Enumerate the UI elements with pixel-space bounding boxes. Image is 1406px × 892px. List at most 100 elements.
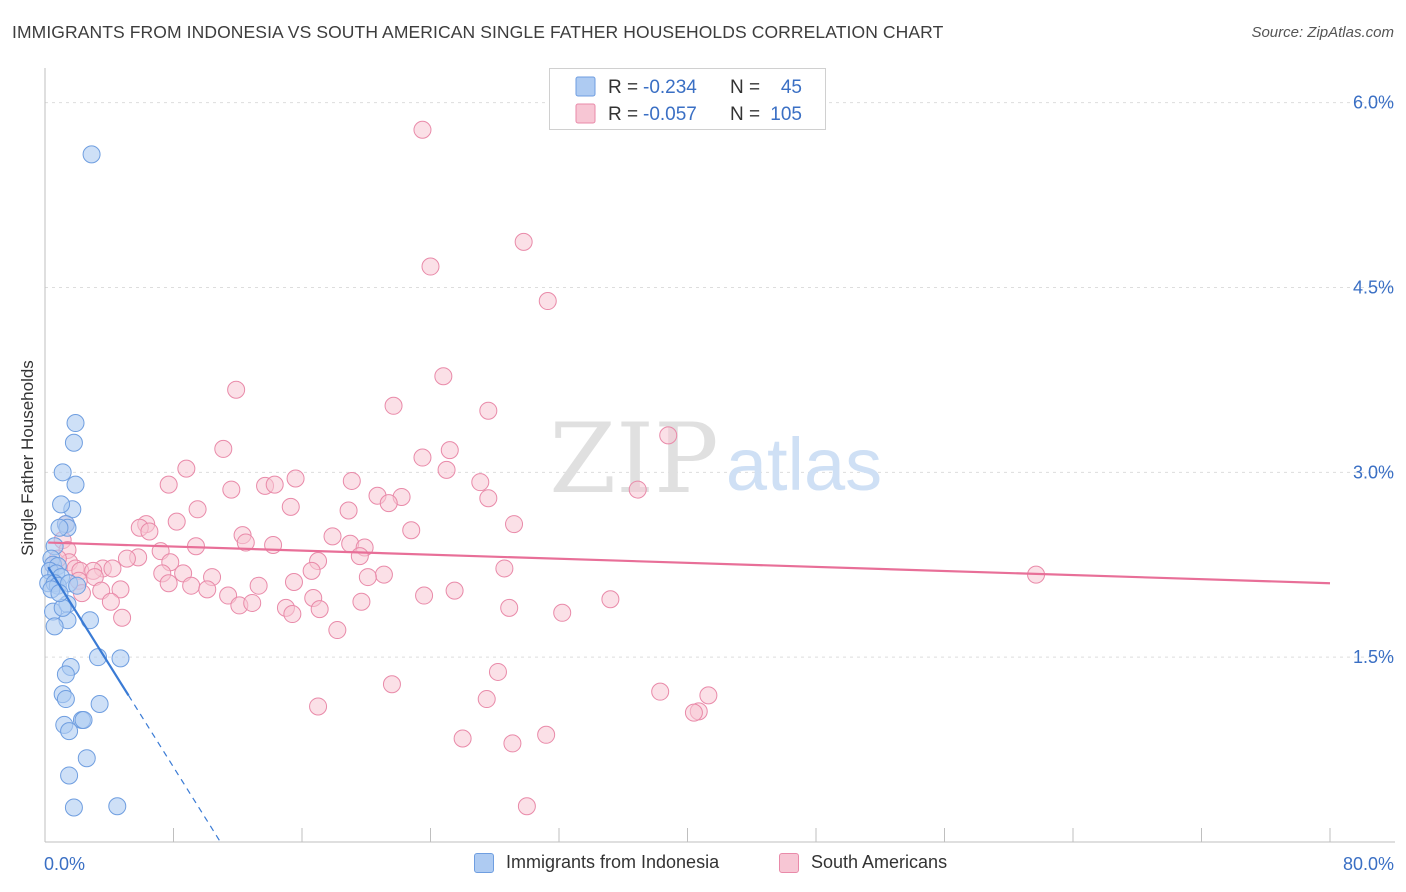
data-point-south-americans (284, 572, 303, 591)
data-point-south-americans (159, 574, 178, 593)
data-point-south-americans (453, 729, 472, 748)
legend-n-value: 105 (770, 104, 802, 125)
data-point-south-americans (445, 581, 464, 600)
series-immigrants-from-indonesia (39, 145, 130, 817)
data-point-south-americans (323, 527, 342, 546)
data-point-indonesia (68, 576, 87, 595)
data-point-indonesia (52, 495, 71, 514)
data-point-indonesia (66, 475, 85, 494)
data-point-indonesia (56, 665, 75, 684)
data-point-south-americans (198, 580, 217, 599)
legend-label-indonesia: Immigrants from Indonesia (506, 852, 720, 872)
data-point-indonesia (77, 749, 96, 768)
data-point-indonesia (64, 433, 83, 452)
data-point-south-americans (415, 586, 434, 605)
data-point-south-americans (309, 697, 328, 716)
legend-swatch-pink (779, 852, 799, 873)
legend-item-indonesia[interactable]: Immigrants from Indonesia (474, 852, 719, 873)
watermark-atlas: atlas (726, 423, 882, 506)
chart-source: Source: ZipAtlas.com (1251, 24, 1394, 41)
chart-title: IMMIGRANTS FROM INDONESIA VS SOUTH AMERI… (12, 22, 944, 42)
data-point-south-americans (243, 593, 262, 612)
data-point-south-americans (328, 621, 347, 640)
data-point-indonesia (111, 649, 130, 668)
watermark: ZIP atlas (549, 403, 882, 515)
data-point-south-americans (437, 460, 456, 479)
trend-lines (47, 541, 1331, 845)
series-south-americans (44, 120, 1046, 816)
data-point-south-americans (471, 473, 490, 492)
data-point-south-americans (684, 703, 703, 722)
data-point-south-americans (140, 522, 159, 541)
y-tick-label: 1.5% (1353, 647, 1394, 667)
data-point-south-americans (517, 797, 536, 816)
data-point-south-americans (222, 480, 241, 499)
data-point-south-americans (159, 475, 178, 494)
trend-line-indonesia (47, 566, 130, 696)
data-point-south-americans (402, 521, 421, 540)
data-point-south-americans (281, 497, 300, 516)
legend-n-value: 45 (781, 77, 802, 98)
data-point-indonesia (82, 145, 101, 164)
data-point-south-americans (413, 448, 432, 467)
data-point-indonesia (50, 518, 69, 537)
x-tick-label: 0.0% (44, 854, 85, 874)
data-point-south-americans (342, 471, 361, 490)
data-point-south-americans (479, 489, 498, 508)
data-point-indonesia (53, 463, 72, 482)
trend-line-south-americans (48, 541, 1331, 585)
data-point-south-americans (384, 396, 403, 415)
watermark-zip: ZIP (549, 403, 718, 515)
data-point-south-americans (488, 662, 507, 681)
y-tick-label: 3.0% (1353, 462, 1394, 482)
data-point-south-americans (440, 441, 459, 460)
data-point-south-americans (379, 494, 398, 513)
data-point-south-americans (352, 592, 371, 611)
data-point-south-americans (659, 426, 678, 445)
data-point-south-americans (167, 512, 186, 531)
data-point-south-americans (286, 469, 305, 488)
data-point-south-americans (182, 576, 201, 595)
data-point-south-americans (249, 576, 268, 595)
y-tick-label: 6.0% (1353, 93, 1394, 113)
legend-stats: R = -0.234 N = 45 R = -0.057 N = 105 (549, 68, 826, 130)
data-point-south-americans (358, 568, 377, 587)
data-point-south-americans (236, 533, 255, 552)
data-point-south-americans (479, 401, 498, 420)
legend-stats-swatch-blue (575, 76, 596, 97)
data-point-indonesia (64, 798, 83, 817)
data-point-south-americans (117, 549, 136, 568)
legend-item-south-americans[interactable]: South Americans (779, 852, 947, 873)
x-tick-label: 80.0% (1343, 854, 1394, 874)
data-point-south-americans (302, 561, 321, 580)
legend-swatch-blue (474, 852, 494, 873)
legend-n-label: N = (730, 104, 760, 125)
data-point-south-americans (500, 598, 519, 617)
data-point-south-americans (339, 501, 358, 520)
data-point-south-americans (495, 559, 514, 578)
y-tick-label: 4.5% (1353, 277, 1394, 297)
data-point-south-americans (283, 605, 302, 624)
data-point-south-americans (111, 580, 130, 599)
data-point-south-americans (214, 439, 233, 458)
axes (44, 68, 1395, 843)
x-tick-labels: 0.0% 80.0% (44, 854, 1394, 874)
data-point-south-americans (421, 257, 440, 276)
data-point-indonesia (60, 766, 79, 785)
data-point-indonesia (90, 694, 109, 713)
data-point-south-americans (538, 292, 557, 311)
data-point-south-americans (628, 480, 647, 499)
data-point-south-americans (503, 734, 522, 753)
trend-line-indonesia-extension (128, 695, 223, 845)
data-point-indonesia (108, 797, 127, 816)
data-point-south-americans (601, 590, 620, 609)
data-point-south-americans (382, 675, 401, 694)
data-point-south-americans (553, 603, 572, 622)
data-point-south-americans (374, 565, 393, 584)
data-point-indonesia (53, 598, 72, 617)
legend-r-label: R = (608, 77, 638, 98)
data-point-south-americans (177, 459, 196, 478)
data-point-south-americans (101, 592, 120, 611)
y-axis-label: Single Father Households (18, 360, 37, 556)
